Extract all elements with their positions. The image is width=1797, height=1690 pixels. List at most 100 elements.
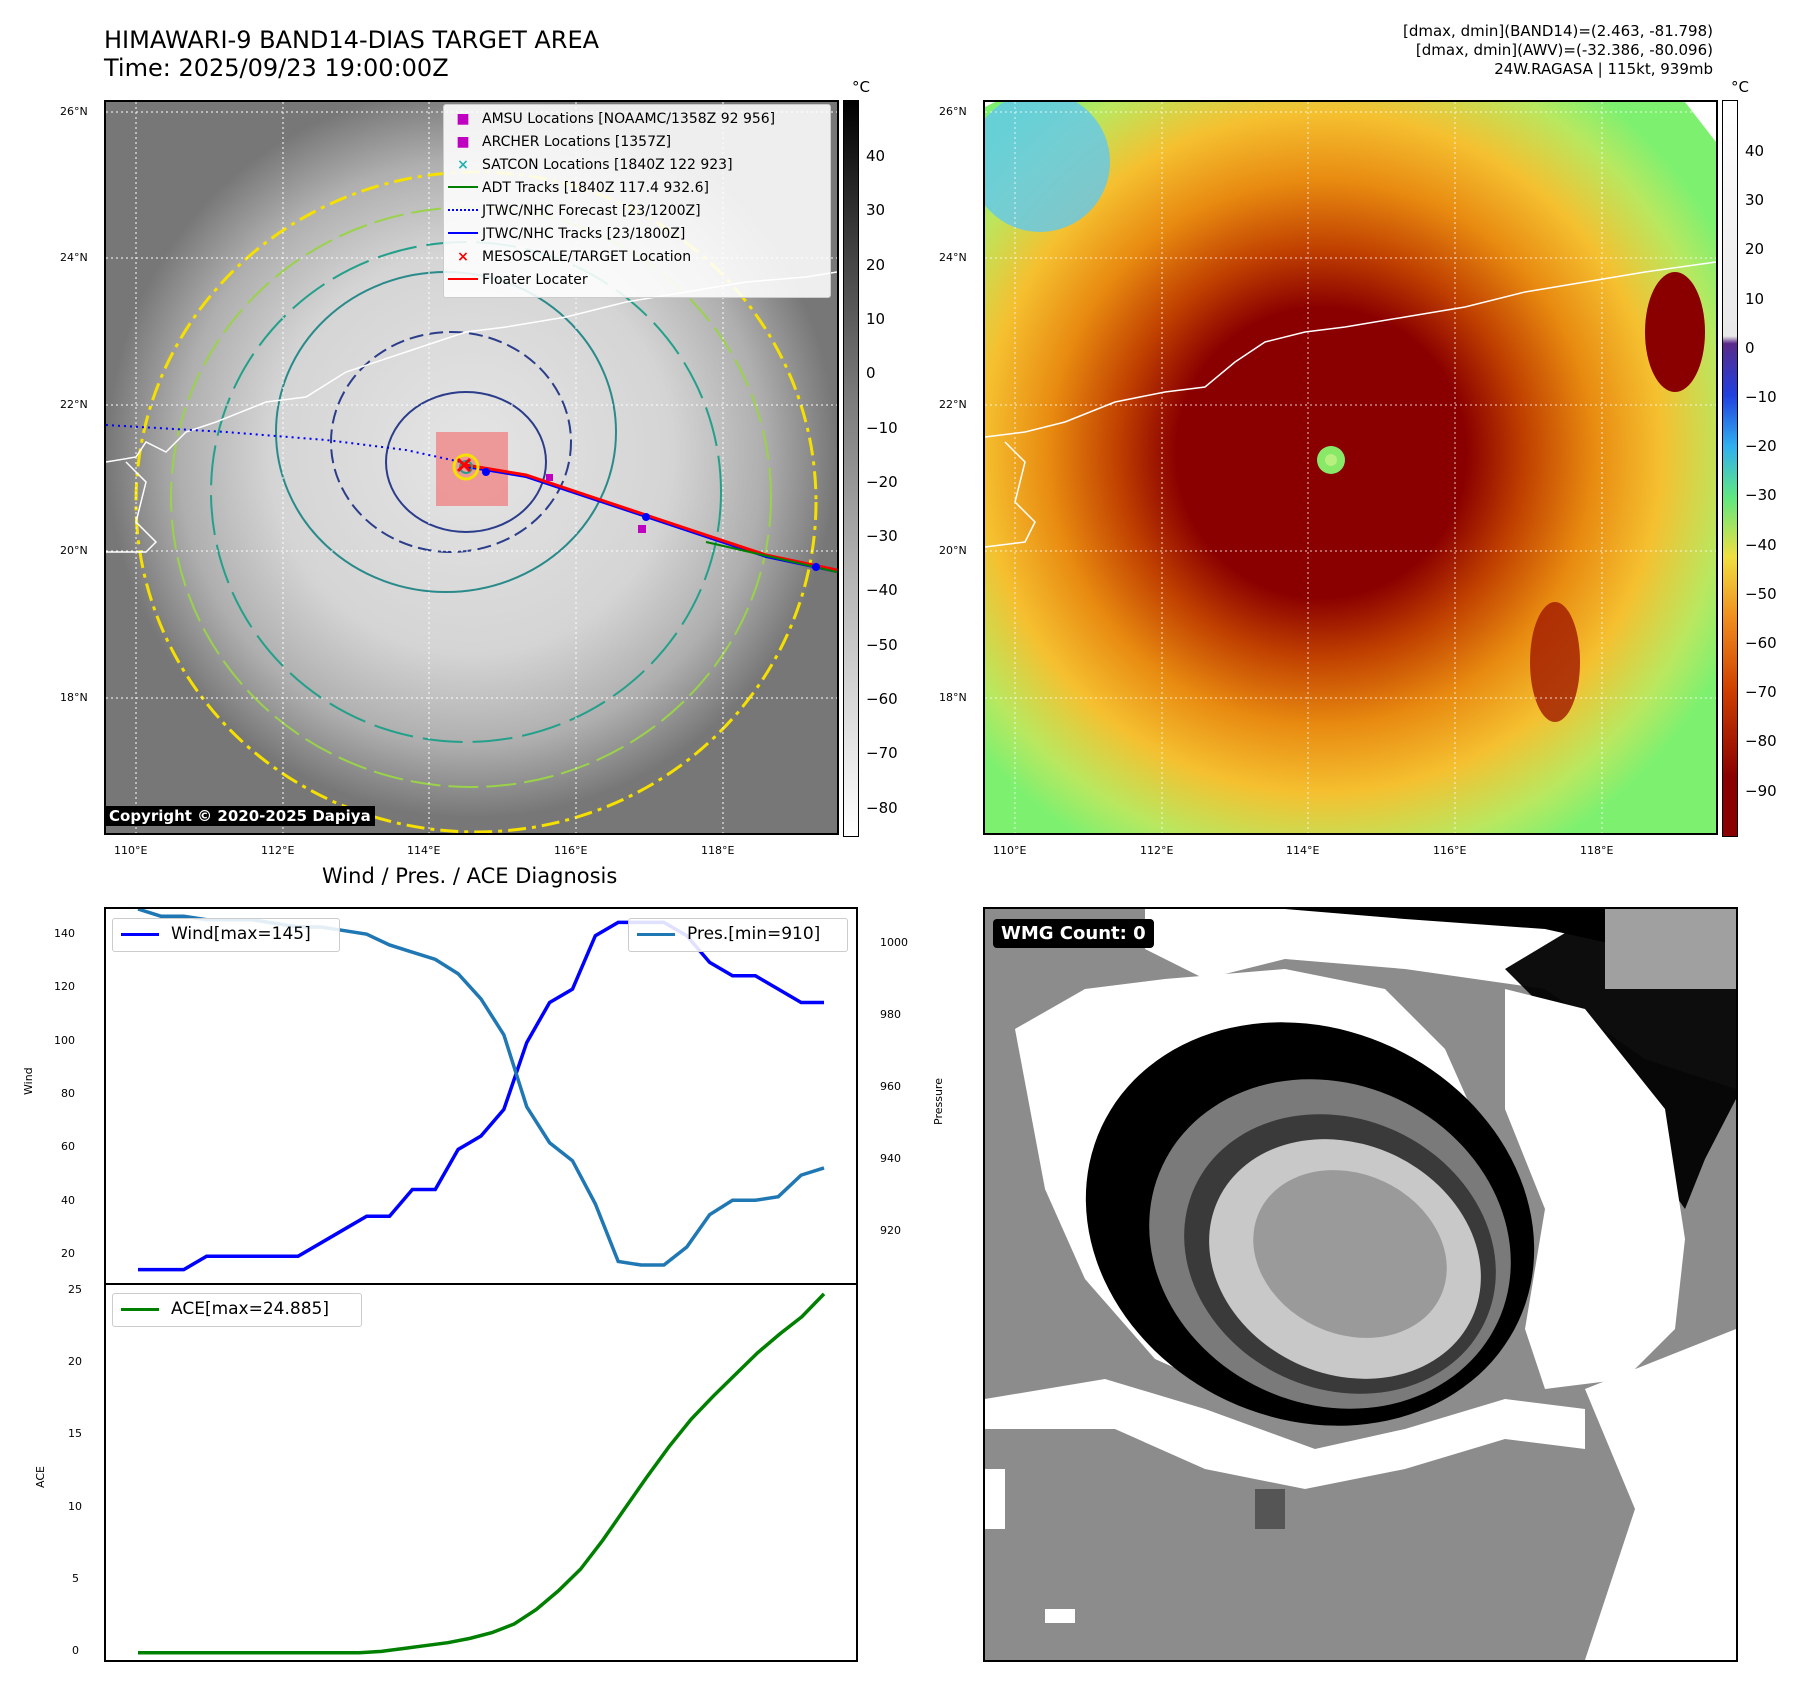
- wind-tick-label: 60: [61, 1140, 75, 1154]
- lon-tick: 112°E: [261, 844, 295, 857]
- series-line-pressure: [137, 909, 825, 1267]
- colorbar-tick-label: −50: [1745, 584, 1777, 603]
- colorbar-tick-label: −90: [1745, 781, 1777, 800]
- legend-item-jtwc-forecast: JTWC/NHC Forecast [23/1200Z]: [444, 203, 701, 219]
- legend-item-amsu: ■ AMSU Locations [NOAAMC/1358Z 92 956]: [444, 111, 775, 127]
- lon-tick: 114°E: [1286, 844, 1320, 857]
- lat-tick: 22°N: [60, 398, 88, 411]
- wind-pressure-plot: [137, 909, 825, 1272]
- lon-tick: 118°E: [1580, 844, 1614, 857]
- legend-marker-square-icon: ■: [456, 111, 470, 127]
- wind-legend-line-icon: [121, 933, 159, 936]
- colorbar-tick-label: −20: [1745, 437, 1777, 456]
- wind-legend: Wind[max=145]: [112, 918, 340, 952]
- ace-legend: ACE[max=24.885]: [112, 1293, 362, 1327]
- lon-tick: 116°E: [554, 844, 588, 857]
- colorbar-tick-label: −20: [866, 472, 898, 491]
- lon-tick: 114°E: [407, 844, 441, 857]
- ace-chart: [104, 1283, 858, 1662]
- series-line-ace: [138, 1292, 826, 1655]
- colorbar-tick-label: −80: [1745, 732, 1777, 751]
- colorbar-tick-label: −40: [1745, 535, 1777, 554]
- awv-map: [985, 102, 1716, 833]
- awv-colorbar: [1722, 100, 1738, 837]
- ace-tick-label: 5: [72, 1571, 79, 1585]
- pressure-tick-label: 1000: [880, 935, 908, 949]
- lon-tick: 116°E: [1433, 844, 1467, 857]
- lat-tick: 20°N: [939, 544, 967, 557]
- ace-tick-label: 15: [68, 1427, 82, 1441]
- map-legend: ■ AMSU Locations [NOAAMC/1358Z 92 956] ■ A…: [443, 104, 831, 298]
- wind-ylabel: Wind: [22, 1067, 35, 1095]
- colorbar-tick-label: 40: [1745, 142, 1765, 160]
- legend-item-floater: Floater Locater: [444, 272, 588, 288]
- colorbar-tick-label: −10: [866, 418, 898, 437]
- ace-tick-label: 10: [68, 1499, 82, 1513]
- legend-item-satcon: × SATCON Locations [1840Z 122 923]: [444, 157, 732, 173]
- wind-tick-label: 120: [54, 980, 75, 994]
- figure-info: [dmax, dmin](BAND14)=(2.463, -81.798) [d…: [1403, 22, 1713, 79]
- band14-colorbar: [843, 100, 859, 837]
- colorbar-tick-label: −60: [866, 690, 898, 708]
- wind-tick-label: 80: [61, 1087, 75, 1100]
- colorbar-tick-label: 0: [866, 364, 876, 383]
- lat-tick: 26°N: [939, 105, 967, 118]
- colorbar-tick-label: 30: [1745, 191, 1765, 210]
- colorbar-tick-label: −30: [866, 527, 898, 546]
- ace-legend-line-icon: [121, 1308, 159, 1311]
- lon-tick: 110°E: [993, 844, 1027, 857]
- wmg-count-label: WMG Count: 0: [993, 919, 1154, 948]
- lat-tick: 24°N: [939, 251, 967, 264]
- lat-tick: 18°N: [60, 691, 88, 704]
- figure-title-line2: Time: 2025/09/23 19:00:00Z: [104, 54, 449, 82]
- colorbar-tick-label: 30: [866, 201, 886, 220]
- legend-marker-x-icon: ×: [457, 157, 469, 173]
- wind-pressure-chart: [104, 907, 858, 1285]
- legend-marker-square-icon: ■: [456, 134, 470, 150]
- lat-tick: 20°N: [60, 544, 88, 557]
- copyright-label: Copyright © 2020-2025 Dapiya: [105, 806, 375, 826]
- lon-tick: 110°E: [114, 844, 148, 857]
- figure-title-line1: HIMAWARI-9 BAND14-DIAS TARGET AREA: [104, 26, 600, 54]
- colorbar-tick-label: −30: [1745, 486, 1777, 505]
- lon-tick: 112°E: [1140, 844, 1174, 857]
- pressure-tick-label: 940: [880, 1151, 901, 1165]
- pressure-legend: Pres.[min=910]: [628, 918, 848, 952]
- pressure-legend-label: Pres.[min=910]: [687, 924, 821, 944]
- colorbar-tick-label: −70: [866, 744, 898, 763]
- pressure-tick-label: 980: [880, 1007, 901, 1021]
- colorbar-tick-label: 20: [866, 255, 886, 274]
- ace-tick-label: 20: [68, 1355, 82, 1369]
- ace-ylabel: ACE: [34, 1466, 47, 1488]
- pressure-ylabel: Pressure: [932, 1078, 945, 1125]
- wind-tick-label: 40: [61, 1193, 75, 1207]
- awv-map-panel: [983, 100, 1718, 835]
- legend-item-adt: ADT Tracks [1840Z 117.4 932.6]: [444, 180, 709, 196]
- colorbar-tick-label: −40: [866, 581, 898, 600]
- pressure-legend-line-icon: [637, 933, 675, 936]
- colorbar-tick-label: 10: [1745, 289, 1765, 308]
- lat-tick: 26°N: [60, 105, 88, 118]
- ace-legend-label: ACE[max=24.885]: [171, 1299, 329, 1319]
- legend-item-jtwc-tracks: JTWC/NHC Tracks [23/1800Z]: [444, 226, 685, 242]
- colorbar-tick-label: −80: [866, 798, 898, 817]
- legend-line-dot-icon: [448, 232, 478, 234]
- wind-tick-label: 20: [61, 1247, 75, 1261]
- colorbar-tick-label: −10: [1745, 388, 1777, 406]
- lat-tick: 24°N: [60, 251, 88, 264]
- legend-item-target: × MESOSCALE/TARGET Location: [444, 249, 691, 265]
- info-storm: 24W.RAGASA | 115kt, 939mb: [1494, 60, 1713, 78]
- info-band14-range: [dmax, dmin](BAND14)=(2.463, -81.798): [1402, 22, 1713, 40]
- info-awv-range: [dmax, dmin](AWV)=(-32.386, -80.096): [1415, 41, 1713, 59]
- legend-marker-x-icon: ×: [457, 249, 469, 265]
- pressure-tick-label: 960: [880, 1079, 901, 1093]
- wind-tick-label: 140: [54, 926, 75, 940]
- wmg-image: [985, 909, 1736, 1660]
- legend-item-archer: ■ ARCHER Locations [1357Z]: [444, 134, 671, 150]
- lat-tick: 22°N: [939, 398, 967, 411]
- lon-tick: 118°E: [701, 844, 735, 857]
- diagnosis-title: Wind / Pres. / ACE Diagnosis: [322, 864, 618, 888]
- wind-legend-label: Wind[max=145]: [171, 924, 311, 944]
- colorbar-tick-label: 40: [866, 147, 886, 165]
- legend-line-icon: [448, 186, 478, 188]
